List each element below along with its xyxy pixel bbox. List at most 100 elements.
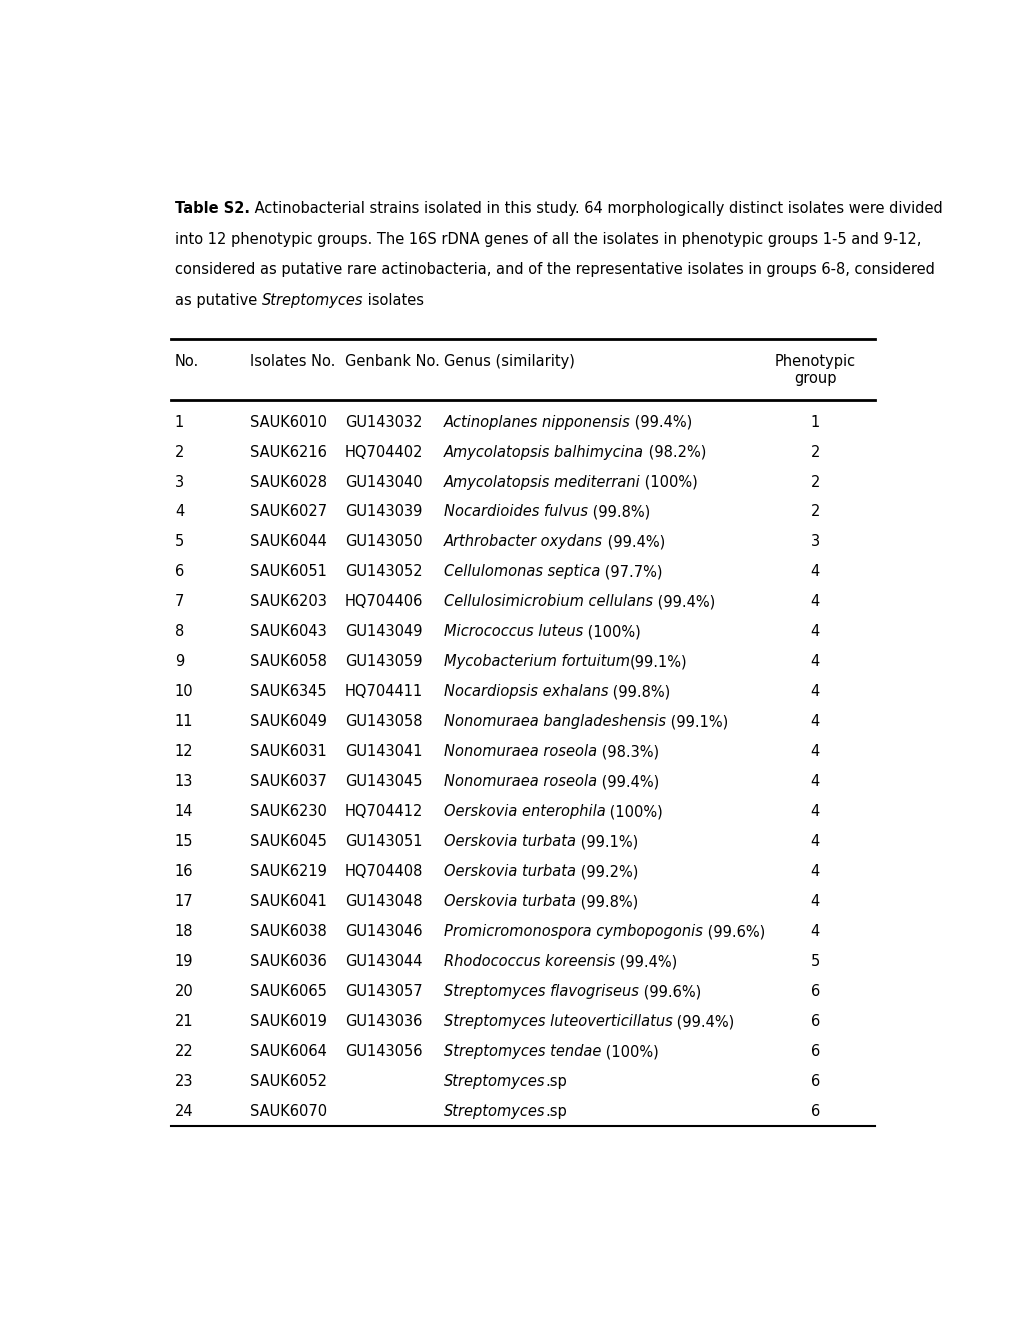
Text: GU143040: GU143040	[344, 474, 422, 490]
Text: Amycolatopsis balhimycina: Amycolatopsis balhimycina	[443, 445, 643, 459]
Text: 2: 2	[810, 474, 819, 490]
Text: SAUK6058: SAUK6058	[250, 655, 326, 669]
Text: Streptomyces: Streptomyces	[443, 1074, 545, 1089]
Text: SAUK6019: SAUK6019	[250, 1014, 326, 1030]
Text: Oerskovia turbata: Oerskovia turbata	[443, 834, 575, 849]
Text: 21: 21	[175, 1014, 194, 1030]
Text: Streptomyces tendae: Streptomyces tendae	[443, 1044, 600, 1059]
Text: SAUK6027: SAUK6027	[250, 504, 327, 520]
Text: 4: 4	[810, 894, 819, 909]
Text: HQ704408: HQ704408	[344, 865, 423, 879]
Text: SAUK6203: SAUK6203	[250, 594, 326, 610]
Text: 2: 2	[175, 445, 184, 459]
Text: 20: 20	[175, 985, 194, 999]
Text: Micrococcus luteus: Micrococcus luteus	[443, 624, 583, 639]
Text: as putative: as putative	[175, 293, 262, 308]
Text: HQ704406: HQ704406	[344, 594, 423, 610]
Text: 1: 1	[175, 414, 184, 429]
Text: Cellulosimicrobium cellulans: Cellulosimicrobium cellulans	[443, 594, 652, 610]
Text: 1: 1	[810, 414, 819, 429]
Text: SAUK6038: SAUK6038	[250, 924, 326, 940]
Text: 14: 14	[175, 804, 194, 820]
Text: (98.2%): (98.2%)	[643, 445, 705, 459]
Text: 4: 4	[810, 924, 819, 940]
Text: GU143046: GU143046	[344, 924, 422, 940]
Text: (99.2%): (99.2%)	[575, 865, 638, 879]
Text: 24: 24	[175, 1104, 194, 1119]
Text: (100%): (100%)	[583, 624, 640, 639]
Text: Mycobacterium fortuitum: Mycobacterium fortuitum	[443, 655, 629, 669]
Text: 4: 4	[810, 624, 819, 639]
Text: Nocardioides fulvus: Nocardioides fulvus	[443, 504, 587, 520]
Text: 6: 6	[810, 1014, 819, 1030]
Text: Nonomuraea bangladeshensis: Nonomuraea bangladeshensis	[443, 714, 665, 730]
Text: Nonomuraea roseola: Nonomuraea roseola	[443, 775, 596, 789]
Text: 5: 5	[810, 954, 819, 969]
Text: 6: 6	[810, 1104, 819, 1119]
Text: 3: 3	[175, 474, 183, 490]
Text: SAUK6070: SAUK6070	[250, 1104, 327, 1119]
Text: Streptomyces: Streptomyces	[443, 1104, 545, 1119]
Text: (99.4%): (99.4%)	[614, 954, 677, 969]
Text: SAUK6010: SAUK6010	[250, 414, 327, 429]
Text: 6: 6	[810, 1074, 819, 1089]
Text: 10: 10	[175, 684, 194, 700]
Text: 4: 4	[810, 775, 819, 789]
Text: SAUK6064: SAUK6064	[250, 1044, 326, 1059]
Text: (100%): (100%)	[605, 804, 662, 820]
Text: Oerskovia turbata: Oerskovia turbata	[443, 865, 575, 879]
Text: (99.4%): (99.4%)	[672, 1014, 734, 1030]
Text: Streptomyces luteoverticillatus: Streptomyces luteoverticillatus	[443, 1014, 672, 1030]
Text: 22: 22	[175, 1044, 194, 1059]
Text: Phenotypic
group: Phenotypic group	[773, 354, 855, 385]
Text: (99.1%): (99.1%)	[629, 655, 687, 669]
Text: 12: 12	[175, 744, 194, 759]
Text: 7: 7	[175, 594, 184, 610]
Text: into 12 phenotypic groups. The 16S rDNA genes of all the isolates in phenotypic : into 12 phenotypic groups. The 16S rDNA …	[175, 231, 920, 247]
Text: Amycolatopsis mediterrani: Amycolatopsis mediterrani	[443, 474, 640, 490]
Text: 15: 15	[175, 834, 194, 849]
Text: GU143049: GU143049	[344, 624, 422, 639]
Text: 4: 4	[810, 804, 819, 820]
Text: Isolates No.: Isolates No.	[250, 354, 335, 368]
Text: GU143045: GU143045	[344, 775, 422, 789]
Text: GU143041: GU143041	[344, 744, 422, 759]
Text: (99.8%): (99.8%)	[587, 504, 649, 520]
Text: 4: 4	[810, 594, 819, 610]
Text: 4: 4	[810, 655, 819, 669]
Text: SAUK6036: SAUK6036	[250, 954, 326, 969]
Text: Arthrobacter oxydans: Arthrobacter oxydans	[443, 535, 602, 549]
Text: (99.1%): (99.1%)	[575, 834, 637, 849]
Text: (99.8%): (99.8%)	[575, 894, 637, 909]
Text: HQ704402: HQ704402	[344, 445, 423, 459]
Text: Nonomuraea roseola: Nonomuraea roseola	[443, 744, 596, 759]
Text: SAUK6065: SAUK6065	[250, 985, 326, 999]
Text: 2: 2	[810, 445, 819, 459]
Text: GU143044: GU143044	[344, 954, 422, 969]
Text: GU143036: GU143036	[344, 1014, 422, 1030]
Text: GU143058: GU143058	[344, 714, 422, 730]
Text: 8: 8	[175, 624, 184, 639]
Text: SAUK6028: SAUK6028	[250, 474, 327, 490]
Text: (99.4%): (99.4%)	[602, 535, 664, 549]
Text: Genbank No.: Genbank No.	[344, 354, 439, 368]
Text: 4: 4	[175, 504, 184, 520]
Text: GU143052: GU143052	[344, 565, 422, 579]
Text: (100%): (100%)	[600, 1044, 658, 1059]
Text: Cellulomonas septica: Cellulomonas septica	[443, 565, 599, 579]
Text: (97.7%): (97.7%)	[599, 565, 662, 579]
Text: Streptomyces flavogriseus: Streptomyces flavogriseus	[443, 985, 638, 999]
Text: 17: 17	[175, 894, 194, 909]
Text: SAUK6041: SAUK6041	[250, 894, 326, 909]
Text: SAUK6045: SAUK6045	[250, 834, 326, 849]
Text: SAUK6216: SAUK6216	[250, 445, 326, 459]
Text: 9: 9	[175, 655, 184, 669]
Text: Rhodococcus koreensis: Rhodococcus koreensis	[443, 954, 614, 969]
Text: SAUK6049: SAUK6049	[250, 714, 326, 730]
Text: 6: 6	[175, 565, 184, 579]
Text: 11: 11	[175, 714, 194, 730]
Text: SAUK6051: SAUK6051	[250, 565, 326, 579]
Text: Promicromonospora cymbopogonis: Promicromonospora cymbopogonis	[443, 924, 702, 940]
Text: 18: 18	[175, 924, 194, 940]
Text: Genus (similarity): Genus (similarity)	[443, 354, 574, 368]
